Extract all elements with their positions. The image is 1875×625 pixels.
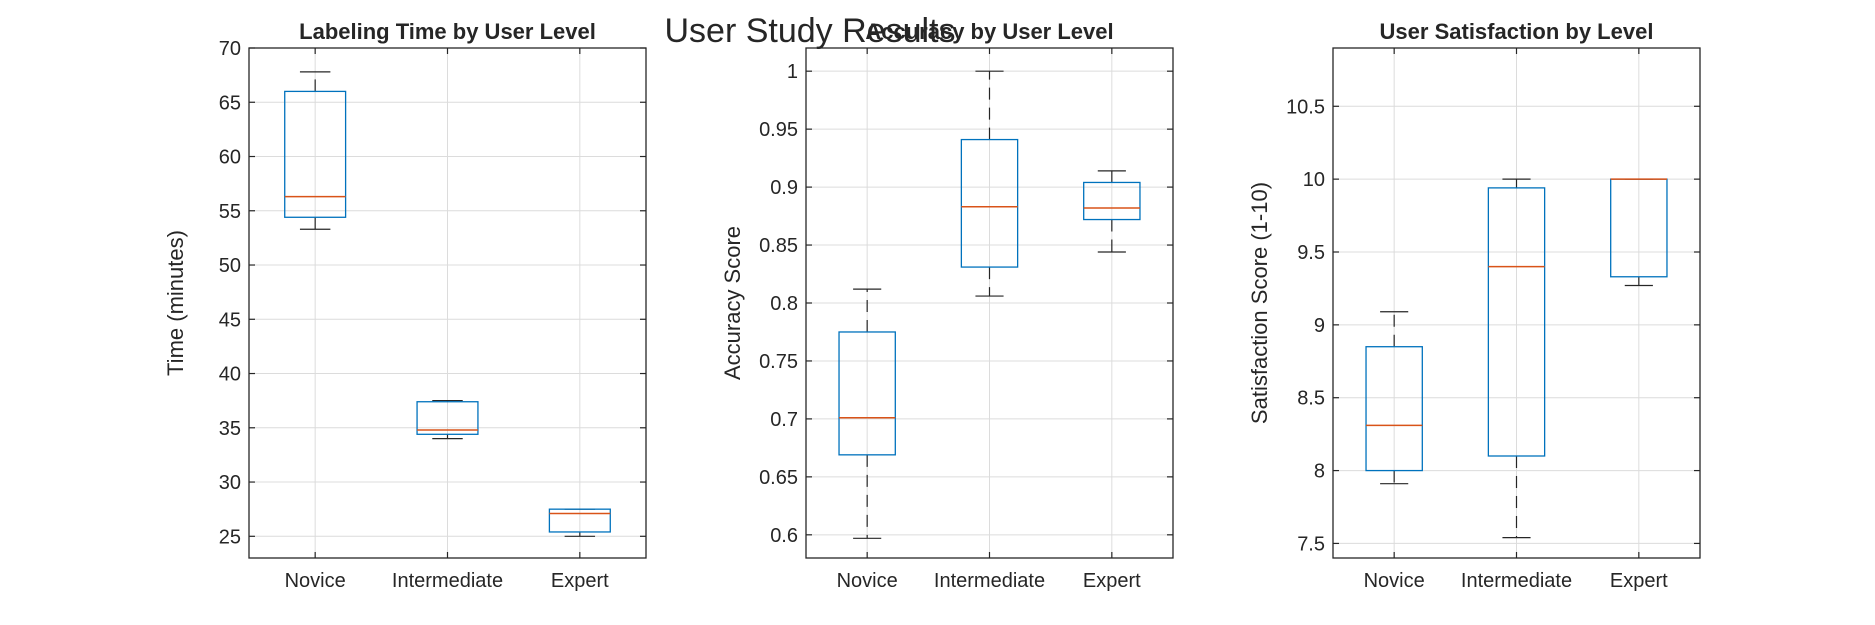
y-tick-label: 70 (219, 38, 241, 60)
box-intermediate (960, 70, 1019, 297)
box-expert (1083, 170, 1141, 253)
box-novice (838, 288, 896, 539)
iqr-box (416, 401, 479, 435)
y-tick-label: 0.9 (770, 177, 798, 199)
y-tick-label: 40 (219, 364, 241, 386)
y-tick-label: 60 (219, 147, 241, 169)
box-expert (1610, 178, 1668, 287)
iqr-box (1487, 187, 1546, 457)
panel-title: Labeling Time by User Level (299, 19, 596, 44)
x-tick-label: Expert (551, 570, 609, 592)
y-tick-label: 0.65 (759, 467, 798, 489)
panel-labeling-time: 25 30 35 40 45 50 55 60 65 70 Novice Intermediate Ex… (163, 19, 647, 592)
y-axis-label: Satisfaction Score (1-10) (1247, 182, 1272, 424)
y-tick-label: 8.5 (1297, 388, 1325, 410)
iqr-box (838, 331, 896, 456)
panel-accuracy: 0.6 0.65 0.7 0.75 0.8 0.85 0.9 0.95 1 Novice Inter… (720, 19, 1174, 592)
iqr-box (1083, 181, 1141, 221)
x-tick-label: Expert (1083, 570, 1141, 592)
x-tick-label: Intermediate (392, 570, 503, 592)
box-expert (548, 508, 611, 537)
x-tick-label: Expert (1610, 570, 1668, 592)
y-tick-label: 0.7 (770, 409, 798, 431)
box-intermediate (1487, 178, 1546, 539)
y-tick-label: 65 (219, 92, 241, 114)
y-tick-label: 0.95 (759, 119, 798, 141)
y-tick-label: 50 (219, 255, 241, 277)
iqr-box (1365, 346, 1423, 472)
y-tick-label: 0.6 (770, 525, 798, 547)
panel-satisfaction: 7.5 8 8.5 9 9.5 10 10.5 Novice Intermediate Exper… (1247, 19, 1701, 592)
box-novice (1365, 311, 1423, 485)
y-axis-label: Time (minutes) (163, 230, 188, 376)
y-tick-label: 10 (1303, 169, 1325, 191)
y-tick-label: 0.75 (759, 351, 798, 373)
box-novice (284, 71, 347, 230)
x-tick-label: Novice (837, 570, 898, 592)
y-tick-label: 10.5 (1286, 96, 1325, 118)
x-tick-label: Novice (285, 570, 346, 592)
y-tick-label: 45 (219, 309, 241, 331)
y-tick-label: 35 (219, 418, 241, 440)
box-intermediate (416, 400, 479, 440)
y-axis-label: Accuracy Score (720, 226, 745, 380)
y-tick-label: 9 (1314, 315, 1325, 337)
y-tick-label: 30 (219, 472, 241, 494)
iqr-box (960, 138, 1019, 268)
x-tick-label: Novice (1364, 570, 1425, 592)
y-tick-label: 1 (787, 61, 798, 83)
y-tick-label: 25 (219, 526, 241, 548)
figure-title: User Study Results (665, 12, 956, 50)
panel-title: User Satisfaction by Level (1380, 19, 1654, 44)
x-tick-label: Intermediate (1461, 570, 1572, 592)
y-tick-label: 9.5 (1297, 242, 1325, 264)
y-tick-label: 55 (219, 201, 241, 223)
y-tick-label: 0.8 (770, 293, 798, 315)
iqr-box (548, 508, 611, 533)
y-tick-label: 7.5 (1297, 533, 1325, 555)
x-tick-label: Intermediate (934, 570, 1045, 592)
panel-title: Accuracy by User Level (865, 19, 1113, 44)
y-tick-label: 8 (1314, 461, 1325, 483)
iqr-box (284, 90, 347, 218)
y-tick-label: 0.85 (759, 235, 798, 257)
